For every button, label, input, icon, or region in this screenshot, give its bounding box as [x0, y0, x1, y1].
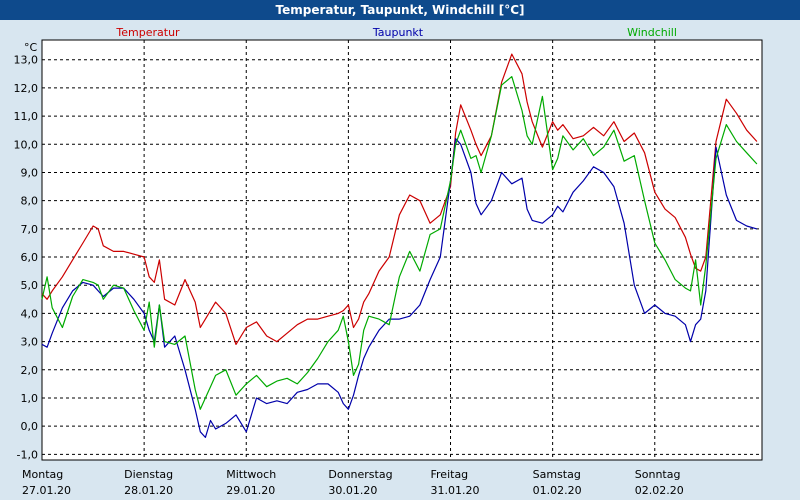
y-tick-label: 7,0: [21, 223, 39, 236]
series-lines: [41, 53, 758, 438]
series-line-temperatur: [41, 53, 758, 345]
y-tick-label: 5,0: [21, 279, 39, 292]
x-tick-date: 30.01.20: [328, 484, 377, 497]
y-tick-label: 13,0: [14, 54, 39, 67]
y-tick-label: 4,0: [21, 307, 39, 320]
x-tick-date: 02.02.20: [635, 484, 684, 497]
y-tick-label: 12,0: [14, 82, 39, 95]
series-line-windchill: [41, 75, 758, 410]
legend-windchill: Windchill: [627, 26, 677, 39]
x-tick-date: 31.01.20: [431, 484, 480, 497]
plot-area: [41, 39, 763, 461]
y-tick-label: 9,0: [21, 166, 39, 179]
x-tick-day: Sonntag: [635, 468, 681, 481]
grid-lines: [42, 40, 762, 460]
x-tick-date: 27.01.20: [22, 484, 71, 497]
y-tick-label: 8,0: [21, 195, 39, 208]
x-tick-date: 28.01.20: [124, 484, 173, 497]
x-tick-day: Montag: [22, 468, 63, 481]
y-tick-label: 11,0: [14, 110, 39, 123]
y-tick-label: 6,0: [21, 251, 39, 264]
legend-taupunkt: Taupunkt: [372, 26, 424, 39]
y-tick-label: 10,0: [14, 138, 39, 151]
y-tick-label: 1,0: [21, 392, 39, 405]
x-tick-date: 29.01.20: [226, 484, 275, 497]
legend-temperatur: Temperatur: [115, 26, 180, 39]
window-title: Temperatur, Taupunkt, Windchill [°C]: [0, 0, 800, 20]
x-tick-day: Dienstag: [124, 468, 173, 481]
y-tick-label: 2,0: [21, 364, 39, 377]
x-axis: Montag 27.01.20 Dienstag 28.01.20 Mittwoch 29…: [22, 468, 684, 497]
y-axis-unit: °C: [24, 41, 38, 54]
x-tick-day: Donnerstag: [328, 468, 392, 481]
x-tick-day: Samstag: [533, 468, 581, 481]
y-tick-label: -1,0: [17, 448, 38, 461]
x-tick-date: 01.02.20: [533, 484, 582, 497]
x-tick-day: Mittwoch: [226, 468, 276, 481]
y-tick-label: 0,0: [21, 420, 39, 433]
legend: Temperatur Taupunkt Windchill: [115, 26, 677, 39]
x-tick-day: Freitag: [431, 468, 469, 481]
y-axis: -1,0 0,0 1,0 2,0 3,0 4,0 5,0 6,0 7,0 8,0 9,0 10,0 11…: [14, 54, 39, 462]
y-tick-label: 3,0: [21, 336, 39, 349]
